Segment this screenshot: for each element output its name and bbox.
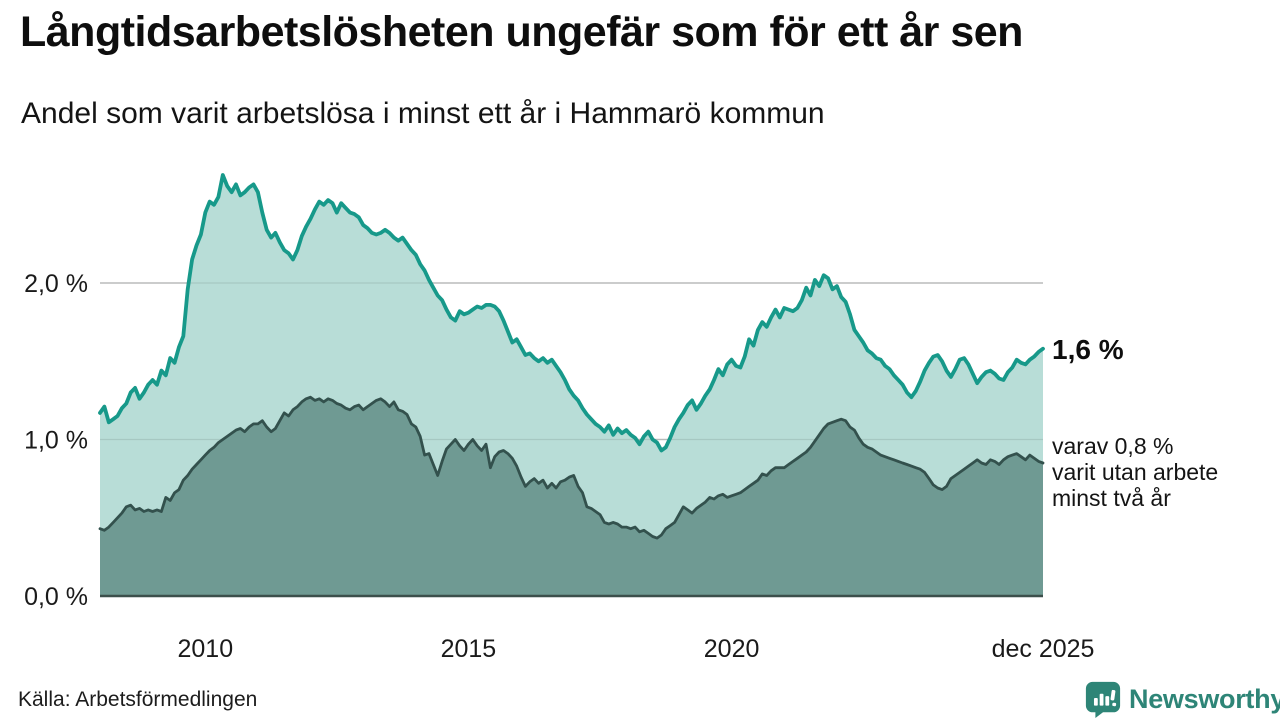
end-value-label-two-year-line2: varit utan arbete xyxy=(1052,459,1219,485)
x-tick-label-2020: 2020 xyxy=(704,635,760,663)
series-area-two-year xyxy=(100,397,1043,596)
end-value-label-one-year: 1,6 % xyxy=(1052,334,1124,365)
y-tick-label-1: 1,0 % xyxy=(24,427,88,455)
y-tick-label-2: 2,0 % xyxy=(24,270,88,298)
y-tick-label-0: 0,0 % xyxy=(24,583,88,611)
chart-title: Långtidsarbetslösheten ungefär som för e… xyxy=(20,8,1023,56)
newsworthy-logo-text: Newsworthy xyxy=(1129,683,1280,714)
series-line-one-year xyxy=(98,173,1045,453)
end-value-label-two-year-line3: minst två år xyxy=(1052,485,1171,511)
end-value-label-two-year-line1: varav 0,8 % xyxy=(1052,433,1174,459)
end-value-label-two-year: varav 0,8 % varit utan arbete minst två … xyxy=(1052,433,1218,511)
source-note: Källa: Arbetsförmedlingen xyxy=(18,688,258,711)
newsworthy-logo: Newsworthy xyxy=(1084,680,1280,718)
x-tick-label-dec-2025: dec 2025 xyxy=(992,635,1095,663)
x-tick-label-2015: 2015 xyxy=(441,635,497,663)
series-line-two-year xyxy=(98,395,1045,540)
chart-subtitle: Andel som varit arbetslösa i minst ett å… xyxy=(21,97,825,130)
newsworthy-logo-icon xyxy=(1085,681,1121,718)
x-tick-label-2010: 2010 xyxy=(177,635,233,663)
